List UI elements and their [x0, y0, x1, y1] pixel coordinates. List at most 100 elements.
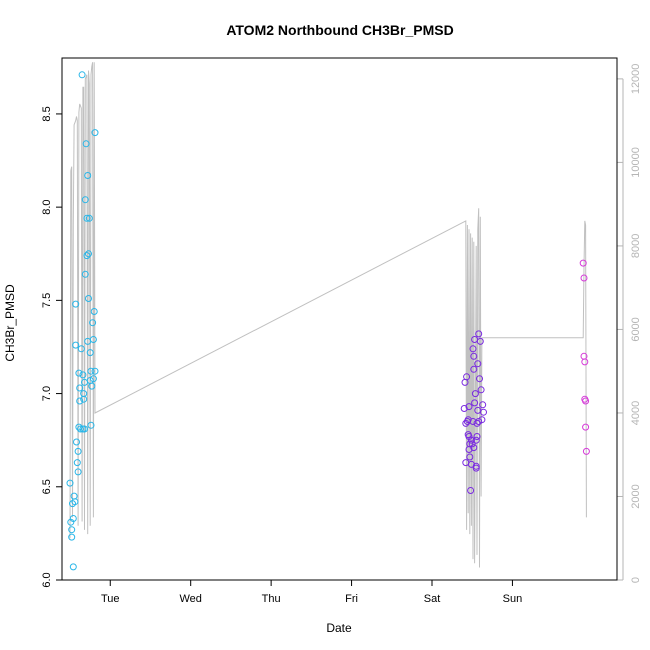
series-1-point [73, 438, 80, 446]
series-1-point [72, 300, 80, 308]
series-1-point [86, 349, 94, 357]
series-2-point [470, 352, 478, 360]
series-1-point [90, 308, 98, 315]
series-2-point [475, 330, 483, 338]
series-2-point [465, 403, 473, 411]
series-1-point [91, 129, 99, 137]
series-1-point [71, 498, 79, 506]
y2-tick-label: 2000 [630, 484, 642, 508]
series-1-point [69, 515, 77, 522]
series-2-point [477, 386, 485, 394]
series-1-point [69, 563, 77, 571]
x-tick-label: Wed [179, 593, 201, 605]
series-1-point [83, 252, 91, 260]
right-axis-line-group [69, 62, 587, 568]
series-2-point [474, 360, 482, 368]
series-1-point [80, 390, 88, 398]
x-tick-label: Sat [424, 593, 441, 605]
series-3-point [582, 397, 590, 405]
series-2-point [479, 401, 487, 409]
series-2-point [467, 436, 475, 444]
axes-group: Tue Wed Thu Fri Sat Sun 6.0 6.5 7.0 7.5 8.0 8.5 0 200… [41, 64, 642, 605]
series-2-point [478, 416, 486, 424]
series-2-point [471, 399, 479, 407]
series-1-point [72, 341, 80, 349]
series-1-point [77, 345, 85, 353]
x-tick-label: Fri [345, 593, 358, 605]
series-1-point [81, 425, 88, 433]
series-1-point [81, 270, 89, 278]
chart-title: ATOM2 Northbound CH3Br_PMSD [226, 22, 453, 38]
series-2-point [476, 337, 484, 345]
series-1-point [85, 295, 92, 302]
series-1-point [73, 459, 81, 467]
series-1-point [76, 384, 84, 392]
series-1-point [87, 367, 95, 375]
series-1-point [89, 375, 97, 383]
series-1-point [85, 214, 93, 222]
y-tick-label: 7.5 [41, 293, 53, 308]
x-tick-label: Sun [503, 593, 523, 605]
plot-frame [61, 57, 618, 581]
y-tick-label: 8.0 [41, 199, 53, 214]
series-1-point [74, 447, 82, 455]
series-3-point [582, 447, 590, 455]
x-tick-label: Thu [262, 593, 281, 605]
series-1-point [68, 533, 76, 541]
series-3-point [580, 274, 588, 282]
series-1-point [84, 172, 92, 179]
series-2-point [471, 390, 479, 398]
series-1-point [76, 397, 84, 405]
y-tick-label: 8.5 [41, 106, 53, 121]
y2-tick-label: 8000 [630, 234, 642, 258]
y2-tick-label: 10000 [630, 147, 642, 178]
series-1-point [83, 214, 91, 222]
series-1-point [89, 319, 97, 327]
series-2-point [470, 444, 478, 452]
series-1-point [91, 367, 99, 375]
series-2-point [467, 487, 475, 494]
series-3-point [579, 259, 587, 267]
series-1-point [75, 369, 83, 377]
series-2-point [470, 365, 478, 373]
y-axis-label: CH3Br_PMSD [3, 284, 17, 362]
series-1-point [74, 468, 82, 476]
series-2-point [464, 416, 472, 424]
series-1-point [81, 196, 89, 204]
points-group [66, 71, 590, 571]
series-1-point [88, 382, 96, 390]
series-1-point [77, 425, 84, 433]
y-tick-label: 6.5 [41, 479, 53, 494]
series-1-point [79, 371, 87, 379]
y2-tick-label: 6000 [630, 317, 642, 341]
series-2-point [463, 373, 471, 381]
series-3-point [582, 423, 590, 431]
series-2-point [472, 436, 480, 444]
series-1-point [78, 71, 86, 79]
series-2-point [472, 464, 480, 472]
y2-tick-label: 0 [630, 577, 642, 583]
y2-tick-label: 12000 [630, 64, 642, 95]
series-2-point [480, 408, 487, 416]
series-3-point [581, 358, 589, 366]
series-2-point [460, 405, 468, 412]
series-2-point [476, 375, 483, 383]
series-1-point [89, 336, 97, 343]
series-1-point [68, 526, 76, 534]
series-2-point [466, 453, 474, 461]
series-1-point [85, 250, 92, 258]
series-2-point [462, 419, 470, 427]
series-2-point [465, 446, 473, 453]
series-2-point [465, 433, 473, 440]
series-2-point [468, 440, 476, 448]
y-tick-label: 7.0 [41, 386, 53, 401]
series-2-point [473, 433, 481, 440]
y2-tick-label: 4000 [630, 401, 642, 425]
series-1-point [87, 421, 95, 429]
series-1-point [66, 479, 74, 487]
series-1-point [82, 140, 90, 148]
right-axis-line [69, 62, 587, 568]
